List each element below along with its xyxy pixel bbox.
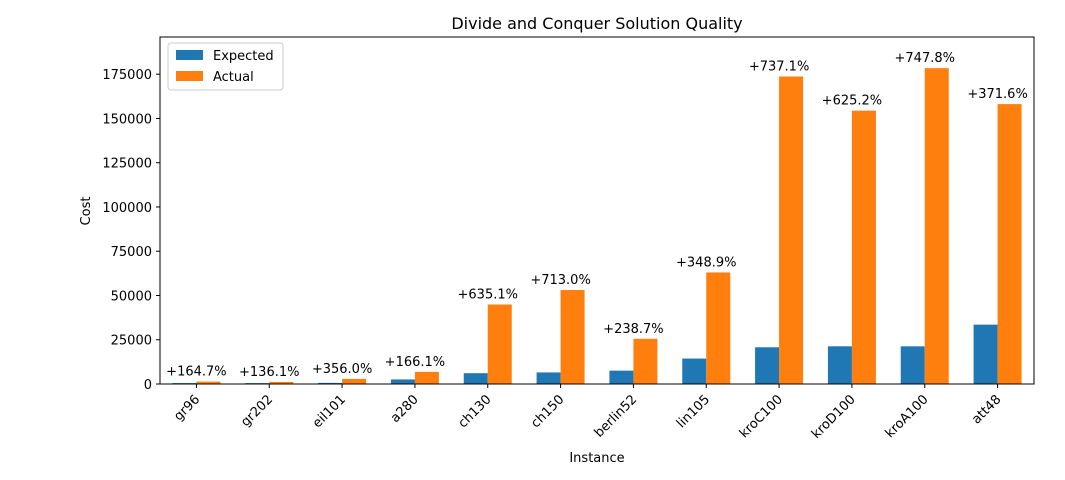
bar-annotation-att48: +371.6% bbox=[967, 87, 1027, 102]
legend-swatch-expected bbox=[176, 50, 203, 60]
bar-actual-berlin52 bbox=[633, 338, 658, 384]
y-tick-label: 0 bbox=[144, 378, 152, 393]
x-tick-label: gr96 bbox=[171, 392, 203, 424]
bar-expected-att48 bbox=[973, 324, 998, 384]
legend: Expected Actual bbox=[167, 42, 284, 91]
bar-expected-ch130 bbox=[463, 373, 488, 384]
bar-actual-lin105 bbox=[706, 272, 731, 384]
x-axis-label: Instance bbox=[569, 451, 624, 466]
bar-expected-lin105 bbox=[682, 358, 707, 384]
y-tick-label: 25000 bbox=[111, 334, 152, 349]
bar-annotation-kroC100: +737.1% bbox=[749, 59, 809, 74]
bar-annotation-kroD100: +625.2% bbox=[822, 94, 882, 109]
bar-expected-kroA100 bbox=[900, 346, 925, 384]
bar-actual-gr96 bbox=[196, 381, 221, 384]
bar-annotation-ch150: +713.0% bbox=[530, 273, 590, 288]
bar-annotations: +164.7% +136.1% +356.0% +166.1% +635.1% +713.… bbox=[166, 51, 1028, 380]
legend-label-expected: Expected bbox=[213, 49, 274, 64]
bar-expected-kroD100 bbox=[827, 346, 852, 384]
y-tick-label: 150000 bbox=[102, 112, 152, 127]
bar-annotation-ch130: +635.1% bbox=[458, 287, 518, 302]
bar-actual-a280 bbox=[414, 371, 439, 384]
x-tick-label: berlin52 bbox=[592, 392, 641, 441]
x-tick-label: ch130 bbox=[456, 392, 495, 431]
x-axis: gr96 gr202 eil101 a280 ch130 ch150 berlin52 lin… bbox=[171, 384, 1004, 442]
y-tick-label: 75000 bbox=[111, 245, 152, 260]
x-tick-label: att48 bbox=[969, 392, 1004, 427]
x-tick-label: eil101 bbox=[310, 392, 349, 431]
bar-expected-ch150 bbox=[536, 372, 561, 384]
bar-actual-ch130 bbox=[487, 304, 512, 384]
bar-actual-att48 bbox=[997, 104, 1022, 384]
x-tick-label: lin105 bbox=[674, 392, 713, 431]
x-tick-label: kroA100 bbox=[883, 392, 932, 441]
plot-frame bbox=[159, 36, 1035, 385]
bars bbox=[172, 68, 1022, 385]
y-tick-label: 125000 bbox=[102, 157, 152, 172]
bar-actual-eil101 bbox=[342, 378, 367, 384]
chart-title: Divide and Conquer Solution Quality bbox=[451, 14, 742, 33]
y-axis-label: Cost bbox=[79, 197, 94, 226]
bar-annotation-a280: +166.1% bbox=[385, 355, 445, 370]
bar-annotation-gr96: +164.7% bbox=[166, 365, 226, 380]
bar-expected-berlin52 bbox=[609, 370, 634, 384]
bar-annotation-eil101: +356.0% bbox=[312, 362, 372, 377]
bar-actual-gr202 bbox=[269, 381, 294, 384]
bar-expected-kroC100 bbox=[755, 347, 780, 384]
bar-expected-a280 bbox=[390, 379, 415, 384]
x-tick-label: kroD100 bbox=[809, 392, 859, 442]
x-tick-label: kroC100 bbox=[737, 392, 786, 441]
bar-annotation-lin105: +348.9% bbox=[676, 255, 736, 270]
bar-actual-ch150 bbox=[560, 290, 585, 384]
bar-annotation-kroA100: +747.8% bbox=[895, 51, 955, 66]
y-tick-label: 175000 bbox=[102, 68, 152, 83]
bar-annotation-gr202: +136.1% bbox=[239, 365, 299, 380]
legend-label-actual: Actual bbox=[213, 70, 254, 85]
x-tick-label: ch150 bbox=[528, 392, 567, 431]
bar-actual-kroC100 bbox=[779, 76, 804, 384]
bar-expected-eil101 bbox=[318, 382, 343, 384]
bar-actual-kroA100 bbox=[924, 68, 949, 385]
y-tick-label: 100000 bbox=[102, 201, 152, 216]
bar-actual-kroD100 bbox=[851, 110, 876, 384]
legend-swatch-actual bbox=[176, 71, 203, 81]
y-axis: 0 25000 50000 75000 100000 125000 150000 175000 bbox=[102, 68, 160, 393]
bar-annotation-berlin52: +238.7% bbox=[603, 322, 663, 337]
x-tick-label: a280 bbox=[388, 392, 422, 426]
y-tick-label: 50000 bbox=[111, 289, 152, 304]
x-tick-label: gr202 bbox=[238, 392, 276, 430]
